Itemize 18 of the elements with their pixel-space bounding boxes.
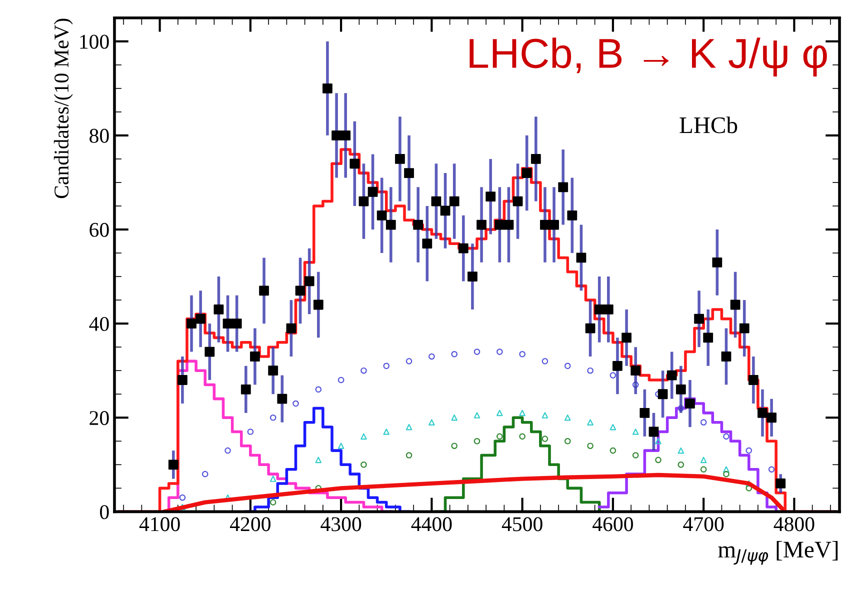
y-tick-label: 80 — [90, 128, 109, 143]
y-tick-label: 100 — [80, 34, 109, 49]
x-tick-label: 4600 — [592, 517, 633, 532]
y-axis-title: Candidates/(10 MeV) — [54, 18, 73, 198]
y-tick-label: 0 — [100, 505, 109, 520]
x-axis-title: m$_{J/ψφ}$ [MeV] — [718, 541, 838, 565]
x-tick-label: 4500 — [502, 517, 542, 532]
annotation: LHCb, B → K J/ψ φ — [470, 38, 827, 76]
x-tick-label: 4700 — [683, 517, 724, 532]
annotation: LHCb — [680, 116, 738, 134]
x-tick-label: 4300 — [320, 517, 362, 532]
x-tick-label: 4800 — [774, 517, 814, 532]
x-tick-label: 4400 — [411, 517, 452, 532]
x-tick-label: 4200 — [230, 517, 270, 532]
y-tick-label: 20 — [90, 411, 109, 426]
x-tick-label: 4100 — [139, 517, 180, 532]
y-tick-label: 60 — [90, 222, 109, 237]
y-tick-label: 40 — [89, 316, 109, 331]
